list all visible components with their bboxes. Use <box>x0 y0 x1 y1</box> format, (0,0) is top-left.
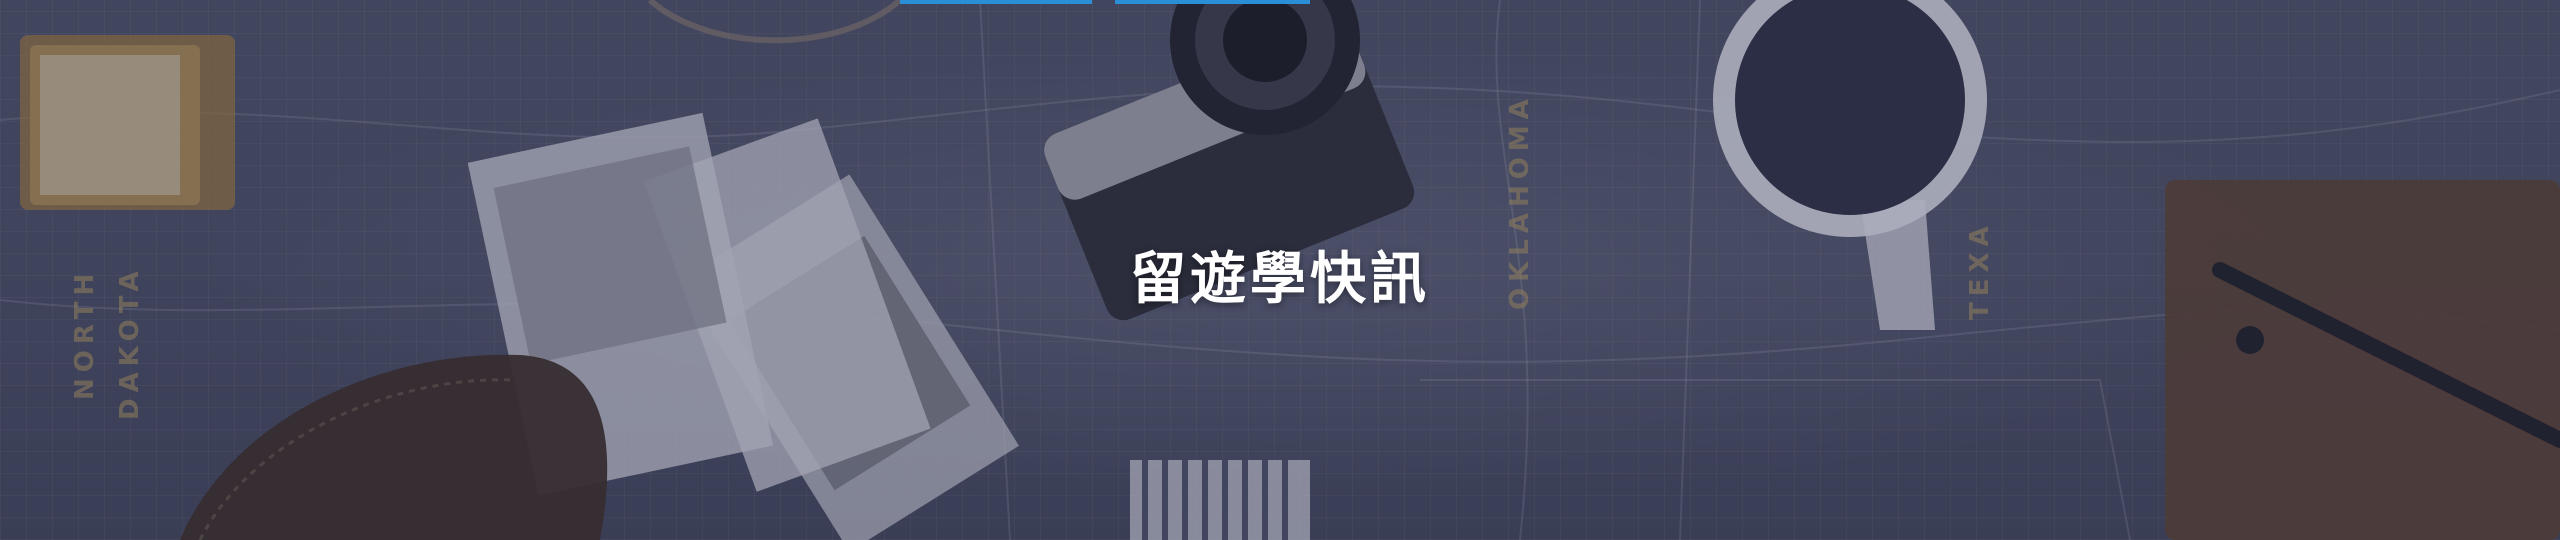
banner-title: 留遊學快訊 <box>1130 247 1430 312</box>
boot <box>180 354 608 540</box>
top-accent-bar-right <box>1115 0 1310 4</box>
magnifier-ring <box>647 0 903 44</box>
top-accent-bar-left <box>900 0 1092 4</box>
stamp-block <box>20 35 235 210</box>
notebook <box>2165 180 2560 540</box>
striped-cloth <box>1130 460 1310 540</box>
coffee-cup <box>1713 0 1987 330</box>
camera <box>1044 0 1415 321</box>
